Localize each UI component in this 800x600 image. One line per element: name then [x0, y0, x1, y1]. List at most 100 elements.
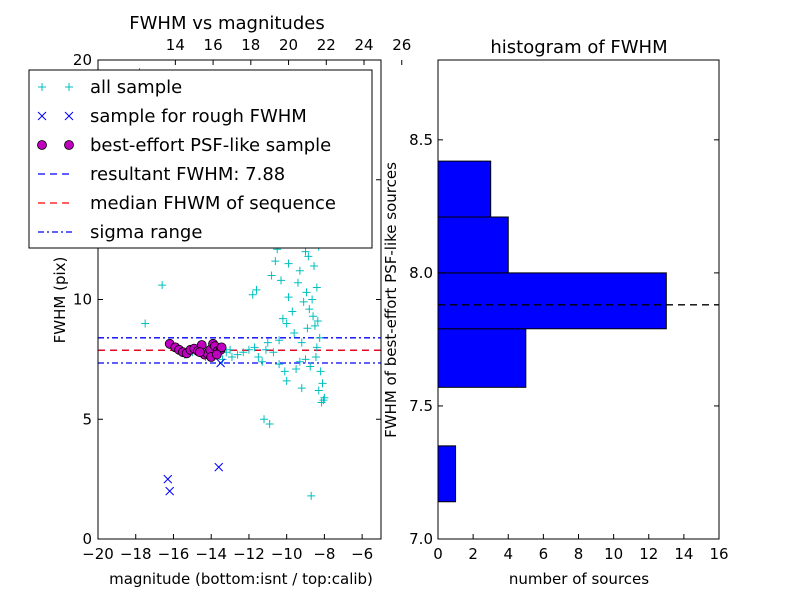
legend-box — [28, 69, 373, 249]
histogram-frame — [437, 59, 720, 540]
x-tick-label: −18 — [120, 545, 152, 563]
plus-point — [280, 367, 289, 376]
histogram-bar — [437, 445, 457, 503]
plus-point — [248, 290, 257, 299]
legend-item: sigma range — [38, 222, 202, 243]
x-tick-label: 8 — [574, 545, 584, 563]
legend-label: all sample — [90, 77, 182, 98]
plus-point — [303, 324, 312, 333]
plus-point — [239, 348, 248, 357]
plus-point — [306, 362, 315, 371]
plus-point — [299, 297, 308, 306]
scatter-frame — [97, 59, 382, 540]
x-point — [64, 111, 74, 121]
top-tick-label: 26 — [392, 36, 411, 54]
scatter-panel: FWHM vs magnitudes 14 16 18 20 22 24 26 −20 −18… — [28, 13, 411, 588]
plus-point — [301, 247, 310, 256]
plus-point — [307, 491, 316, 500]
x-point — [37, 111, 47, 121]
y-tick-label: 8.5 — [409, 131, 433, 149]
circle-point — [211, 349, 222, 360]
plus-point — [267, 271, 276, 280]
scatter-top-axis: 14 16 18 20 22 24 26 — [166, 36, 411, 65]
plus-point — [320, 393, 329, 402]
plus-point — [158, 281, 167, 290]
plus-point — [284, 293, 293, 302]
plus-point — [282, 376, 291, 385]
plus-point — [244, 345, 253, 354]
plus-point — [277, 276, 286, 285]
x-tick-label: 2 — [468, 545, 478, 563]
legend-label: resultant FWHM: 7.88 — [90, 164, 285, 185]
top-tick-label: 16 — [204, 36, 223, 54]
plus-point — [263, 338, 272, 347]
legend-item: resultant FWHM: 7.88 — [38, 164, 285, 185]
top-tick-label: 20 — [279, 36, 298, 54]
histogram-x-label: number of sources — [509, 570, 649, 588]
top-tick-label: 14 — [166, 36, 185, 54]
plus-point — [258, 357, 267, 366]
y-tick-label: 10 — [73, 291, 92, 309]
plus-point — [314, 386, 323, 395]
x-tick-label: −16 — [158, 545, 190, 563]
plus-point — [233, 350, 242, 359]
x-tick-label: 14 — [674, 545, 693, 563]
legend-items: all sample sample for rough FWHM best-effo… — [37, 77, 336, 243]
plus-point — [316, 367, 325, 376]
legend-item: best-effort PSF-like sample — [37, 135, 331, 156]
legend-item: median FHWM of sequence — [38, 193, 336, 214]
plus-point — [312, 283, 321, 292]
histogram-bars — [437, 160, 667, 503]
legend-label: median FHWM of sequence — [90, 193, 336, 214]
histogram-bar — [437, 272, 667, 330]
plus-point — [311, 352, 320, 361]
circle-point — [194, 347, 205, 358]
y-tick-label: 7.0 — [409, 530, 433, 548]
plus-point — [218, 355, 227, 364]
plus-point — [295, 266, 304, 275]
legend-label: sigma range — [90, 222, 202, 243]
x-tick-label: −14 — [195, 545, 227, 563]
scatter-y-label: FWHM (pix) — [51, 257, 69, 344]
y-tick-label: 0 — [82, 530, 92, 548]
plus-point — [254, 352, 263, 361]
plus-point — [313, 317, 322, 326]
legend-label: best-effort PSF-like sample — [90, 135, 331, 156]
y-tick-label: 8.0 — [409, 264, 433, 282]
legend-item: sample for rough FWHM — [37, 106, 307, 127]
x-tick-label: −20 — [82, 545, 114, 563]
plus-point — [309, 312, 318, 321]
plus-point — [261, 345, 270, 354]
plus-point — [282, 319, 291, 328]
histogram-bar — [437, 328, 527, 388]
plus-point — [310, 321, 319, 330]
y-tick-label: 5 — [82, 410, 92, 428]
top-tick-label: 24 — [354, 36, 373, 54]
x-point — [214, 462, 224, 472]
plus-point — [269, 348, 278, 357]
legend-item: all sample — [38, 77, 182, 98]
plus-point — [290, 329, 299, 338]
plus-point — [292, 364, 301, 373]
x-tick-label: 16 — [709, 545, 728, 563]
x-tick-label: −12 — [233, 545, 265, 563]
top-tick-label: 22 — [317, 36, 336, 54]
histogram-title: histogram of FWHM — [490, 37, 667, 58]
top-tick-label: 18 — [241, 36, 260, 54]
plus-point — [308, 295, 317, 304]
scatter-legend: all sample sample for rough FWHM best-effo… — [28, 69, 373, 249]
plus-point — [265, 420, 274, 429]
x-tick-label: 12 — [639, 545, 658, 563]
histogram-bar — [437, 216, 509, 274]
histogram-x-axis: 0 2 4 6 8 10 12 14 16 — [433, 534, 729, 563]
circle-point — [216, 342, 227, 353]
histogram-panel: histogram of FWHM 0 2 4 6 8 10 12 14 16 7.0 7.5 8.… — [382, 37, 729, 588]
x-tick-label: −8 — [313, 545, 335, 563]
scatter-reference-lines — [98, 337, 381, 364]
plus-point — [278, 314, 287, 323]
histogram-bar — [437, 160, 492, 218]
plus-point — [305, 305, 314, 314]
plus-point — [275, 360, 284, 369]
plus-point — [227, 352, 236, 361]
